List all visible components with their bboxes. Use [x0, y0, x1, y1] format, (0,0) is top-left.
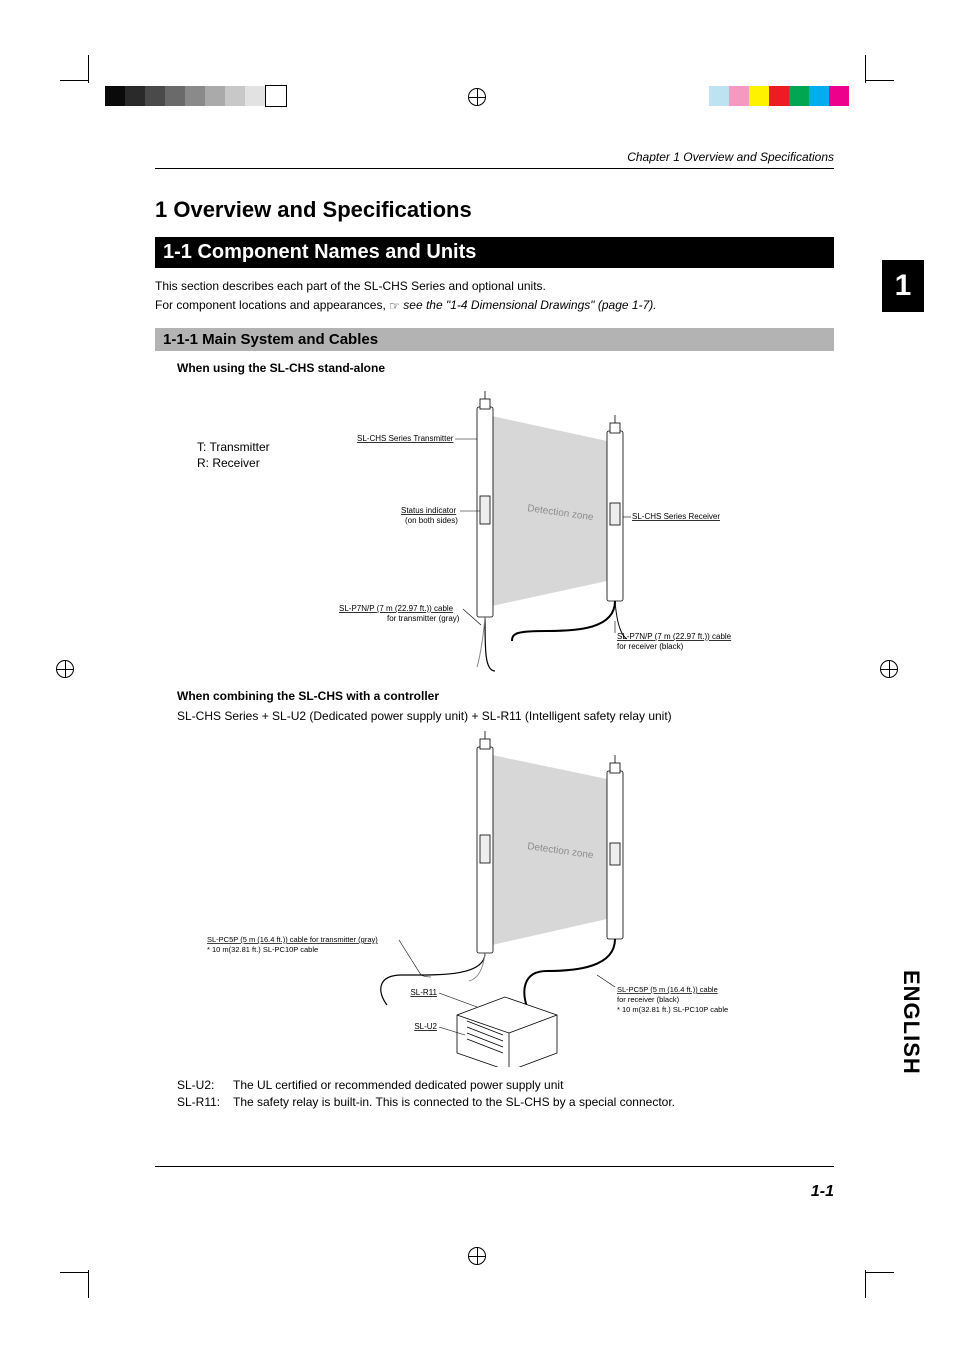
- print-colorbar-right: [709, 86, 849, 106]
- footer-rule: [155, 1166, 834, 1167]
- label-ctrl-txcable1: SL-PC5P (5 m (16.4 ft.)) cable for trans…: [207, 935, 378, 944]
- print-colorbar-left: [105, 86, 287, 106]
- def-slu2-term: SL-U2:: [177, 1077, 233, 1094]
- english-tab: ENGLISH: [898, 970, 924, 1075]
- chapter-title: 1 Overview and Specifications: [155, 197, 834, 223]
- label-transmitter-legend: T: Transmitter: [197, 440, 270, 454]
- label-ctrl-rxcable3: * 10 m(32.81 ft.) SL-PC10P cable: [617, 1005, 728, 1014]
- diagram-standalone: T: Transmitter R: Receiver SL-CHS Series…: [177, 381, 834, 681]
- label-transmitter: SL-CHS Series Transmitter: [357, 434, 454, 443]
- label-ctrl-txcable2: * 10 m(32.81 ft.) SL-PC10P cable: [207, 945, 318, 954]
- label-rx-cable1: SL-P7N/P (7 m (22.97 ft.)) cable: [617, 632, 732, 641]
- label-status2: (on both sides): [405, 516, 458, 525]
- chapter-tab: 1: [882, 260, 924, 312]
- def-slr11-text: The safety relay is built-in. This is co…: [233, 1095, 675, 1109]
- def-slr11-term: SL-R11:: [177, 1094, 233, 1111]
- pointer-icon: ☞: [389, 298, 400, 315]
- label-ctrl-rxcable2: for receiver (black): [617, 995, 680, 1004]
- page-number: 1-1: [811, 1183, 834, 1201]
- controller-sub: SL-CHS Series + SL-U2 (Dedicated power s…: [177, 709, 834, 723]
- chapter-header: Chapter 1 Overview and Specifications: [155, 150, 834, 169]
- intro-text-line2: For component locations and appearances,…: [155, 297, 834, 314]
- label-receiver-legend: R: Receiver: [197, 456, 260, 470]
- section-title: 1-1 Component Names and Units: [155, 237, 834, 268]
- label-receiver: SL-CHS Series Receiver: [632, 512, 720, 521]
- label-slu2: SL-U2: [414, 1022, 437, 1031]
- label-tx-cable2: for transmitter (gray): [387, 614, 460, 623]
- label-rx-cable2: for receiver (black): [617, 642, 684, 651]
- label-ctrl-rxcable1: SL-PC5P (5 m (16.4 ft.)) cable: [617, 985, 718, 994]
- registration-mark-icon: [468, 88, 486, 106]
- registration-mark-icon: [880, 660, 898, 678]
- controller-heading: When combining the SL-CHS with a control…: [177, 689, 834, 703]
- intro-text-line1: This section describes each part of the …: [155, 278, 834, 295]
- diagram-controller: Detection zone SL-PC5P (5 m (16.4 ft.)) …: [177, 727, 834, 1067]
- subsection-title: 1-1-1 Main System and Cables: [155, 328, 834, 351]
- definitions-block: SL-U2:The UL certified or recommended de…: [177, 1077, 834, 1112]
- registration-mark-icon: [468, 1247, 486, 1265]
- standalone-heading: When using the SL-CHS stand-alone: [177, 361, 834, 375]
- label-status1: Status indicator: [401, 506, 456, 515]
- label-tx-cable1: SL-P7N/P (7 m (22.97 ft.)) cable: [339, 604, 454, 613]
- def-slu2-text: The UL certified or recommended dedicate…: [233, 1078, 563, 1092]
- page-content: Chapter 1 Overview and Specifications 1 …: [155, 150, 834, 1203]
- registration-mark-icon: [56, 660, 74, 678]
- label-slr11: SL-R11: [410, 988, 437, 997]
